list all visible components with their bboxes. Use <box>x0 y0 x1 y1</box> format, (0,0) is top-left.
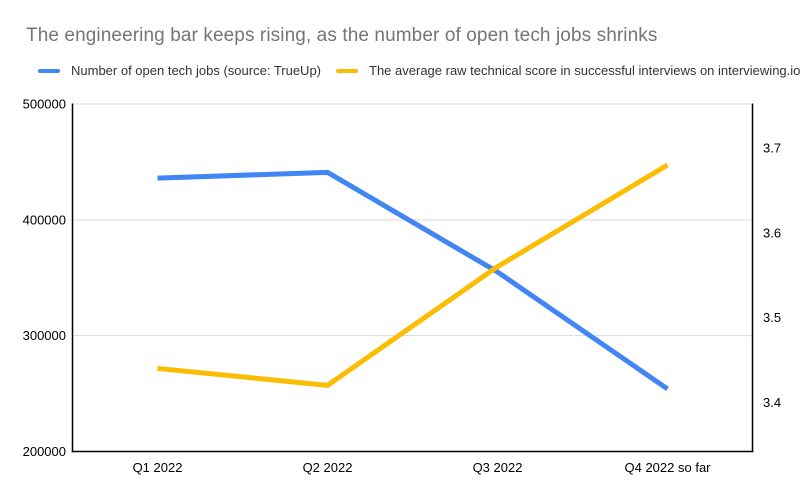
legend-item-open-tech-jobs: Number of open tech jobs (source: TrueUp… <box>38 63 321 78</box>
left-axis-tick-label: 200000 <box>23 444 66 459</box>
legend-item-technical-score: The average raw technical score in succe… <box>336 63 800 78</box>
x-axis-category-label: Q2 2022 <box>303 460 353 475</box>
right-axis-tick-label: 3.6 <box>763 225 781 240</box>
left-axis-tick-label: 500000 <box>23 97 66 112</box>
left-axis-tick-label: 300000 <box>23 328 66 343</box>
left-axis-tick-label: 400000 <box>23 212 66 227</box>
legend-label-technical-score: The average raw technical score in succe… <box>369 63 801 78</box>
right-axis-tick-label: 3.4 <box>763 395 781 410</box>
x-axis-category-label: Q4 2022 so far <box>625 460 712 475</box>
chart-title: The engineering bar keeps rising, as the… <box>26 25 658 46</box>
right-axis-tick-label: 3.7 <box>763 141 781 156</box>
series-line-technical-score <box>157 162 669 388</box>
legend-swatch-yellow-icon <box>336 68 359 73</box>
series-line-open-tech-jobs <box>157 169 669 392</box>
legend-swatch-blue-icon <box>38 68 60 73</box>
chart-legend: Number of open tech jobs (source: TrueUp… <box>38 63 800 78</box>
right-axis-tick-label: 3.5 <box>763 310 781 325</box>
x-axis-category-label: Q1 2022 <box>133 460 183 475</box>
x-axis-category-label: Q3 2022 <box>473 460 523 475</box>
legend-label-open-tech-jobs: Number of open tech jobs (source: TrueUp… <box>71 63 322 78</box>
